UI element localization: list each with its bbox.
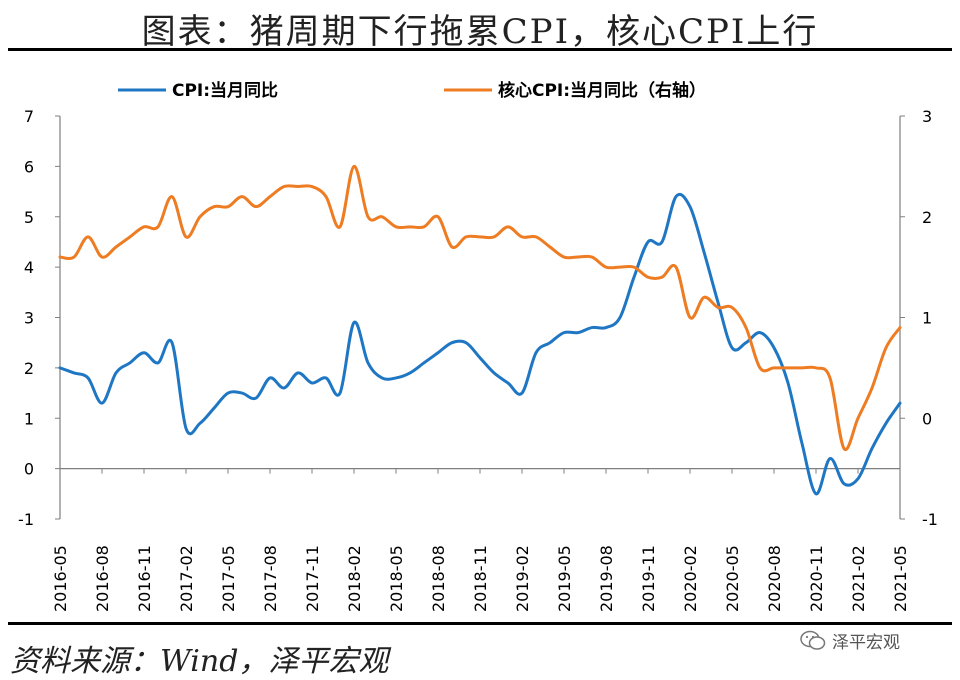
x-tick-label: 2019-05	[555, 545, 574, 612]
x-tick-label: 2017-11	[303, 545, 322, 612]
y-left-tick-label: 6	[24, 157, 34, 176]
series-line-core-cpi	[58, 164, 902, 452]
y-left-tick-label: 4	[24, 258, 34, 277]
y-left-tick-label: 2	[24, 359, 34, 378]
legend-label-core-cpi: 核心CPI:当月同比（右轴）	[498, 80, 706, 101]
x-tick-label: 2016-05	[51, 545, 70, 612]
axes: -1 0 1 2 3 4 5 6 7 -1 0 1 2 3 2016-05 2016-08 2016-11 201…	[18, 107, 938, 612]
x-tick-label: 2019-02	[513, 545, 532, 612]
x-tick-label: 2018-02	[345, 545, 364, 612]
y-left-tick-label: 7	[24, 107, 34, 126]
x-tick-label: 2020-08	[765, 545, 784, 612]
source-divider	[8, 622, 952, 625]
x-tick-label: 2020-05	[723, 545, 742, 612]
series-lines	[58, 164, 902, 496]
title-divider	[8, 48, 952, 51]
y-left-tick-label: 1	[24, 409, 34, 428]
x-tick-label: 2021-02	[849, 545, 868, 612]
source-note: 资料来源：Wind，泽平宏观	[10, 644, 389, 679]
x-tick-label: 2018-11	[471, 545, 490, 612]
y-left-tick-label: 0	[24, 460, 34, 479]
x-tick-label: 2016-08	[93, 545, 112, 612]
x-tick-label: 2021-05	[891, 545, 910, 612]
x-tick-label: 2020-11	[807, 545, 826, 612]
y-left-tick-label: -1	[18, 510, 34, 529]
chart-title: 图表：猪周期下行拖累CPI，核心CPI上行	[141, 12, 819, 52]
y-right-tick-label: 3	[922, 107, 932, 126]
x-tick-label: 2016-11	[135, 545, 154, 612]
y-left-tick-label: 5	[24, 208, 34, 227]
y-right-tick-label: 1	[922, 309, 932, 328]
watermark-text: 泽平宏观	[832, 633, 900, 653]
y-right-tick-label: 0	[922, 409, 932, 428]
x-tick-label: 2019-11	[639, 545, 658, 612]
legend: CPI:当月同比 核心CPI:当月同比（右轴）	[118, 80, 706, 101]
x-tick-label: 2020-02	[681, 545, 700, 612]
x-tick-label: 2017-05	[219, 545, 238, 612]
wechat-icon	[800, 630, 826, 650]
x-tick-label: 2019-08	[597, 545, 616, 612]
y-right-tick-label: 2	[922, 208, 932, 227]
x-tick-label: 2018-08	[429, 545, 448, 612]
y-right-tick-label: -1	[922, 510, 938, 529]
watermark: 泽平宏观	[800, 628, 900, 653]
series-line-cpi	[58, 192, 902, 496]
legend-label-cpi: CPI:当月同比	[172, 80, 278, 101]
line-chart: CPI:当月同比 核心CPI:当月同比（右轴） -1 0 1 2 3 4 5 6 7 -1 0 1 2 3…	[18, 80, 938, 612]
y-left-tick-label: 3	[24, 309, 34, 328]
x-tick-label: 2018-05	[387, 545, 406, 612]
x-tick-label: 2017-08	[261, 545, 280, 612]
x-tick-label: 2017-02	[177, 545, 196, 612]
